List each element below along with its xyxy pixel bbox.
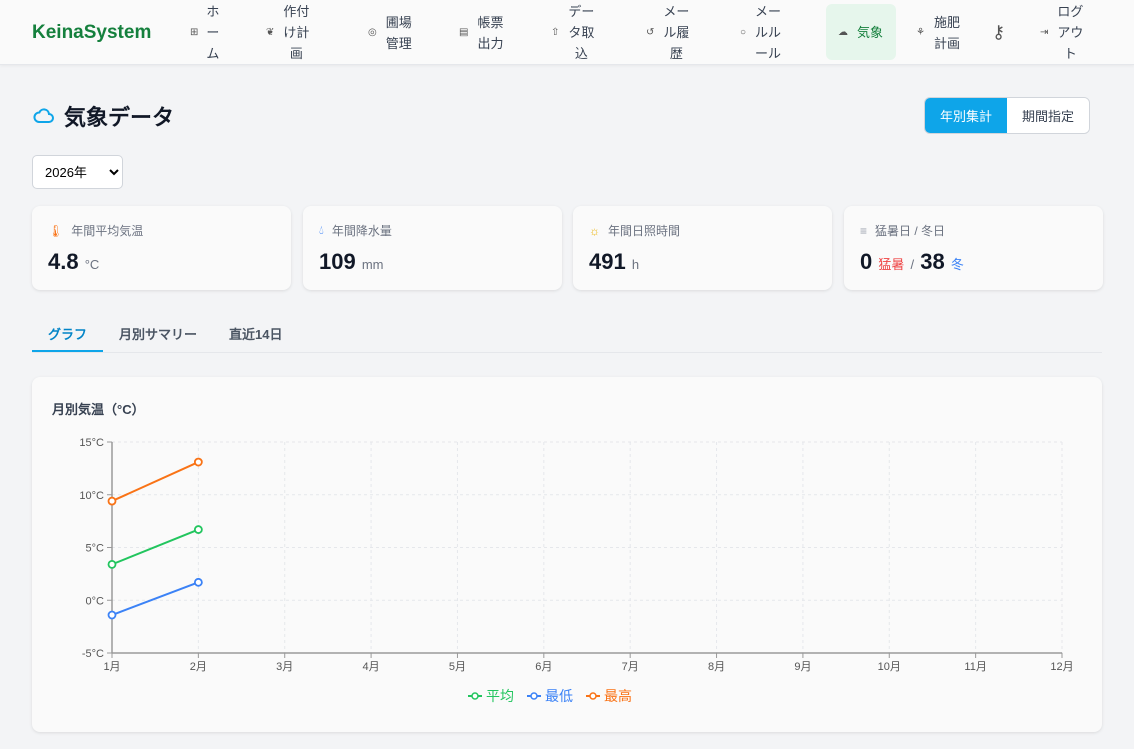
tab-monthly-summary[interactable]: 月別サマリー [119, 327, 198, 342]
shield-icon: ○ [740, 27, 747, 38]
cold-days-label: 冬 [950, 257, 964, 272]
seed-icon: ❦ [266, 27, 275, 38]
history-icon: ↺ [646, 27, 655, 38]
nav-item-grid[interactable]: ⊞ ホーム [190, 0, 219, 65]
nav-item-label: ホーム [206, 4, 220, 61]
tab-graph[interactable]: グラフ [32, 315, 104, 352]
nav-item-document[interactable]: ▤ 帳票出力 [459, 0, 504, 65]
rainfall-card: 💧︎ 年間降水量 109 mm [303, 206, 562, 290]
wind-icon: ≡ [860, 223, 868, 238]
upload-icon: ⇧ [551, 27, 560, 38]
nav-item-logout[interactable]: ⇥ ログアウト [1040, 0, 1084, 65]
chart-card: 月別気温（°C） [32, 377, 1102, 732]
card-label: 年間平均気温 [71, 224, 144, 238]
card-label: 年間降水量 [331, 224, 392, 238]
nav-item-label: 帳票出力 [477, 14, 504, 51]
logout-icon: ⇥ [1040, 27, 1049, 38]
card-label: 年間日照時間 [608, 224, 681, 238]
droplets-icon: 💧︎ [319, 223, 324, 237]
grid-icon: ⊞ [190, 27, 199, 38]
card-value: 4.8 [48, 249, 79, 274]
nav-item-label: メール履歴 [663, 4, 690, 61]
card-value: 491 [589, 249, 626, 274]
hot-days-label: 猛暑 [878, 257, 905, 272]
nav-item-upload[interactable]: ⇧ データ取込 [551, 0, 595, 65]
nav-item-shield[interactable]: ○ メールルール [740, 0, 782, 65]
nav-item-key[interactable]: ⚷ [992, 0, 1005, 65]
cloud-icon: ☁ [838, 26, 848, 38]
nav-item-sprout[interactable]: ⚘ 施肥計画 [916, 0, 961, 65]
nav-item-seed[interactable]: ❦ 作付け計画 [266, 0, 310, 65]
nav-item-label: 気象 [856, 24, 883, 40]
map-pin-icon: ◎ [368, 27, 377, 38]
year-select[interactable]: 2026年 [32, 155, 123, 189]
sprout-icon: ⚘ [916, 27, 925, 38]
nav-item-label: ログアウト [1057, 4, 1084, 61]
nav-item-label: データ取込 [568, 4, 595, 61]
document-icon: ▤ [459, 27, 469, 38]
card-unit: h [631, 257, 640, 272]
tab-recent-14-days[interactable]: 直近14日 [229, 327, 283, 342]
cold-days-value: 38 [920, 249, 945, 274]
nav-item-label: 作付け計画 [283, 4, 310, 61]
thermometer-icon: 🌡︎ [48, 223, 64, 238]
yearly-mode-button[interactable]: 年別集計 [925, 98, 1008, 133]
mode-toggle: 年別集計 期間指定 [924, 97, 1091, 134]
card-unit: °C [84, 257, 100, 272]
chart-title: 月別気温（°C） [52, 402, 145, 417]
card-value: 109 [319, 249, 356, 274]
nav-item-label: 圃場管理 [385, 14, 412, 51]
nav-item-cloud[interactable]: ☁ 気象 [826, 4, 896, 60]
card-unit: mm [361, 257, 384, 272]
period-mode-button[interactable]: 期間指定 [1007, 98, 1090, 133]
top-nav: KeinaSystem ⊞ ホーム ❦ 作付け計画 ◎ 圃場管理 ▤ 帳票出力 ⇧ データ取込 ↺ メ… [0, 0, 1134, 65]
card-label: 猛暑日 / 冬日 [875, 224, 946, 238]
page-title-text: 気象データ [64, 105, 175, 130]
nav-item-map-pin[interactable]: ◎ 圃場管理 [368, 0, 413, 65]
nav-item-history[interactable]: ↺ メール履歴 [646, 0, 690, 65]
brand-logo[interactable]: KeinaSystem [32, 22, 152, 43]
nav-item-label: メールルール [755, 4, 782, 61]
avg-temp-card: 🌡︎ 年間平均気温 4.8 °C [32, 206, 291, 290]
separator: / [910, 257, 915, 272]
hot-days-value: 0 [860, 249, 873, 274]
hot-cold-days-card: ≡ 猛暑日 / 冬日 0 猛暑 / 38 冬 [844, 206, 1103, 290]
sun-icon: ☼ [589, 223, 600, 238]
page-title: 気象データ [32, 100, 174, 132]
key-icon: ⚷ [992, 22, 1006, 42]
cloud-icon [33, 108, 54, 123]
nav-item-label: 施肥計画 [933, 14, 960, 51]
sunshine-card: ☼ 年間日照時間 491 h [573, 206, 832, 290]
tab-bar: グラフ 月別サマリー 直近14日 [32, 315, 1102, 353]
